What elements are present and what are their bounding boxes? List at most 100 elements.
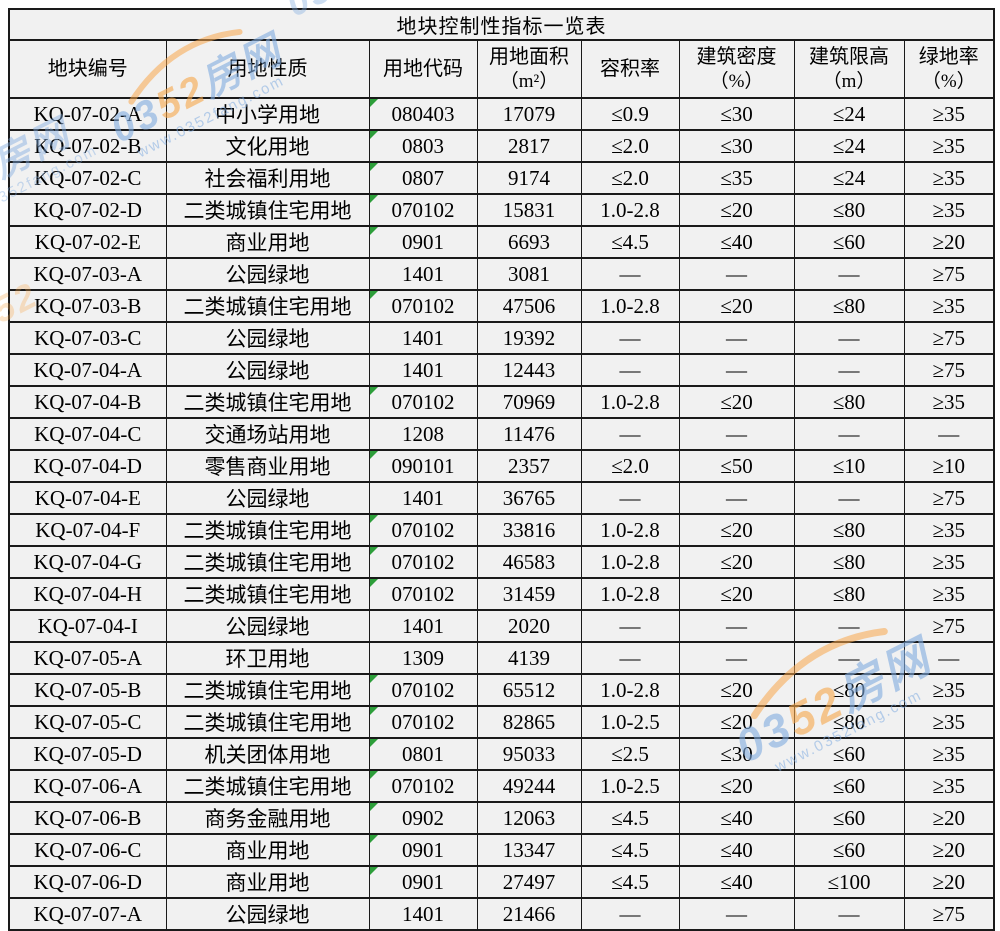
cell-area: 65512 bbox=[476, 673, 582, 707]
cell-code: 1208 bbox=[368, 417, 478, 451]
cell-id: KQ-07-02-A bbox=[8, 97, 167, 131]
cell-green: — bbox=[903, 641, 995, 675]
cell-nature: 二类城镇住宅用地 bbox=[165, 673, 370, 707]
cell-green: ≥35 bbox=[903, 193, 995, 227]
cell-code: 1401 bbox=[368, 897, 478, 931]
cell-height: ≤80 bbox=[793, 545, 905, 579]
cell-height: ≤60 bbox=[793, 769, 905, 803]
cell-density: ≤40 bbox=[678, 801, 795, 835]
cell-green: ≥35 bbox=[903, 705, 995, 739]
cell-density: ≤30 bbox=[678, 129, 795, 163]
table-row: KQ-07-04-I 公园绿地 1401 2020— — — ≥75 bbox=[8, 609, 995, 643]
cell-nature: 商业用地 bbox=[165, 833, 370, 867]
cell-area: 70969 bbox=[476, 385, 582, 419]
watermark-brand-part: 03 bbox=[0, 294, 5, 352]
cell-far: — bbox=[580, 257, 680, 291]
cell-nature: 社会福利用地 bbox=[165, 161, 370, 195]
cell-code: 070102 bbox=[368, 769, 478, 803]
cell-green: ≥75 bbox=[903, 609, 995, 643]
column-header-label: 绿地率 bbox=[918, 45, 979, 68]
table-row: KQ-07-04-H 二类城镇住宅用地 070102 31459 1.0-2.8 ≤20 ≤… bbox=[8, 577, 995, 611]
cell-density: ≤50 bbox=[678, 449, 795, 483]
cell-id: KQ-07-04-A bbox=[8, 353, 167, 387]
column-header-unit: （m） bbox=[822, 70, 876, 92]
cell-code: 1401 bbox=[368, 481, 478, 515]
cell-density: ≤35 bbox=[678, 161, 795, 195]
cell-nature: 中小学用地 bbox=[165, 97, 370, 131]
cell-nature: 机关团体用地 bbox=[165, 737, 370, 771]
cell-far: 1.0-2.5 bbox=[580, 705, 680, 739]
cell-area: 47506 bbox=[476, 289, 582, 323]
cell-id: KQ-07-06-A bbox=[8, 769, 167, 803]
cell-density: ≤20 bbox=[678, 545, 795, 579]
column-header-label: 用地性质 bbox=[227, 58, 308, 80]
cell-density: — bbox=[678, 353, 795, 387]
cell-nature: 二类城镇住宅用地 bbox=[165, 193, 370, 227]
cell-area: 11476 bbox=[476, 417, 582, 451]
cell-area: 46583 bbox=[476, 545, 582, 579]
column-header-unit: （m²） bbox=[499, 70, 559, 92]
cell-code: 1401 bbox=[368, 257, 478, 291]
cell-nature: 二类城镇住宅用地 bbox=[165, 513, 370, 547]
column-header-7: 建筑限高 （m） bbox=[793, 39, 905, 99]
cell-id: KQ-07-05-C bbox=[8, 705, 167, 739]
cell-green: ≥20 bbox=[903, 865, 995, 899]
cell-height: ≤24 bbox=[793, 161, 905, 195]
cell-far: 1.0-2.8 bbox=[580, 513, 680, 547]
cell-density: ≤40 bbox=[678, 225, 795, 259]
cell-far: ≤2.5 bbox=[580, 737, 680, 771]
table-row: KQ-07-02-D 二类城镇住宅用地 070102 15831 1.0-2.8 ≤20 ≤… bbox=[8, 193, 995, 227]
cell-id: KQ-07-05-B bbox=[8, 673, 167, 707]
plot-indicators-table: 地块控制性指标一览表 地块编号 用地性质 用地代码 用地面积 （m²） 容积率 建筑密度 （%… bbox=[8, 8, 995, 931]
cell-area: 33816 bbox=[476, 513, 582, 547]
column-header-1: 地块编号 bbox=[8, 39, 167, 99]
cell-height: ≤80 bbox=[793, 385, 905, 419]
cell-area: 12443 bbox=[476, 353, 582, 387]
cell-nature: 公园绿地 bbox=[165, 353, 370, 387]
cell-id: KQ-07-03-B bbox=[8, 289, 167, 323]
cell-height: ≤80 bbox=[793, 513, 905, 547]
cell-density: ≤20 bbox=[678, 513, 795, 547]
cell-area: 13347 bbox=[476, 833, 582, 867]
column-header-3: 用地代码 bbox=[368, 39, 478, 99]
cell-green: ≥35 bbox=[903, 673, 995, 707]
cell-density: ≤30 bbox=[678, 737, 795, 771]
cell-far: ≤4.5 bbox=[580, 801, 680, 835]
cell-green: ≥35 bbox=[903, 289, 995, 323]
cell-area: 2817 bbox=[476, 129, 582, 163]
cell-green: ≥75 bbox=[903, 481, 995, 515]
cell-area: 17079 bbox=[476, 97, 582, 131]
cell-id: KQ-07-03-A bbox=[8, 257, 167, 291]
cell-id: KQ-07-04-G bbox=[8, 545, 167, 579]
column-header-label: 用地代码 bbox=[383, 58, 463, 80]
cell-area: 82865 bbox=[476, 705, 582, 739]
table-row: KQ-07-06-B 商务金融用地 0902 12063 ≤4.5 ≤40 ≤60 ≥20 bbox=[8, 801, 995, 835]
cell-far: — bbox=[580, 897, 680, 931]
cell-far: — bbox=[580, 353, 680, 387]
table-title: 地块控制性指标一览表 bbox=[8, 8, 995, 41]
cell-code: 1401 bbox=[368, 321, 478, 355]
watermark-brand-part: 52 bbox=[0, 148, 6, 209]
table-row: KQ-07-04-F 二类城镇住宅用地 070102 33816 1.0-2.8 ≤20 ≤… bbox=[8, 513, 995, 547]
cell-density: — bbox=[678, 481, 795, 515]
cell-area: 36765 bbox=[476, 481, 582, 515]
table-row: KQ-07-04-D 零售商业用地 090101 2357 ≤2.0 ≤50 ≤10 ≥10 bbox=[8, 449, 995, 483]
column-header-label: 建筑限高 bbox=[809, 45, 889, 68]
cell-height: ≤60 bbox=[793, 833, 905, 867]
cell-code: 080403 bbox=[368, 97, 478, 131]
cell-nature: 二类城镇住宅用地 bbox=[165, 705, 370, 739]
cell-height: ≤60 bbox=[793, 737, 905, 771]
cell-nature: 环卫用地 bbox=[165, 641, 370, 675]
cell-id: KQ-07-05-D bbox=[8, 737, 167, 771]
cell-id: KQ-07-04-F bbox=[8, 513, 167, 547]
cell-area: 2357 bbox=[476, 449, 582, 483]
cell-height: ≤24 bbox=[793, 97, 905, 131]
table-row: KQ-07-03-A 公园绿地 1401 3081— — — ≥75 bbox=[8, 257, 995, 291]
cell-area: 19392 bbox=[476, 321, 582, 355]
cell-green: ≥10 bbox=[903, 449, 995, 483]
cell-height: — bbox=[793, 481, 905, 515]
cell-nature: 二类城镇住宅用地 bbox=[165, 769, 370, 803]
cell-density: — bbox=[678, 417, 795, 451]
cell-far: ≤4.5 bbox=[580, 833, 680, 867]
